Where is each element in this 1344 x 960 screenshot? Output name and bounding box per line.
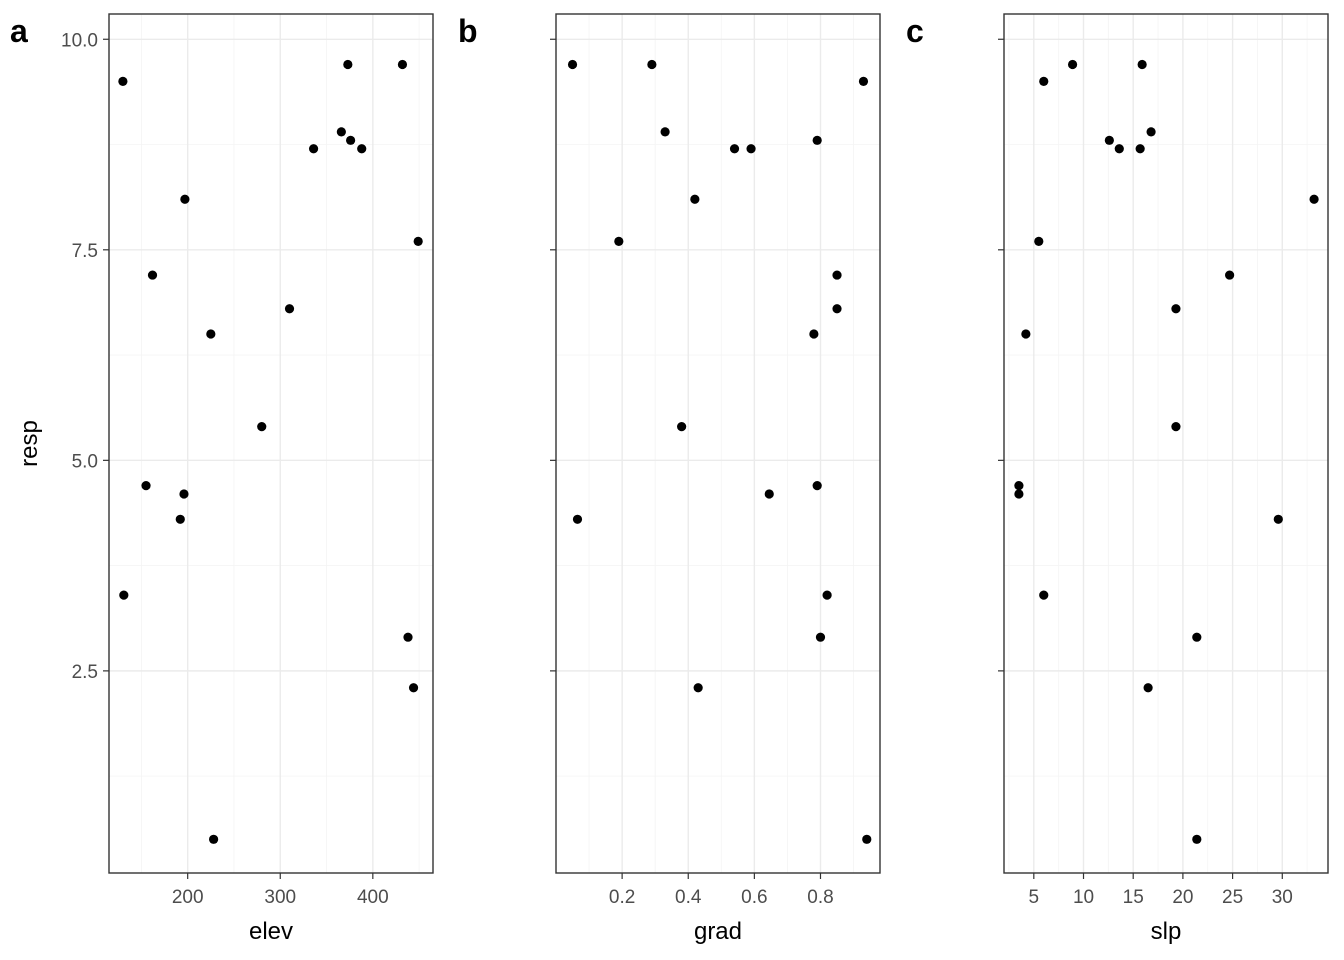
panel-border bbox=[555, 13, 881, 874]
x-tick-label: 25 bbox=[1222, 887, 1243, 908]
data-point bbox=[408, 683, 419, 693]
data-point bbox=[336, 127, 346, 137]
panel-letter: a bbox=[10, 13, 28, 49]
data-point bbox=[357, 144, 367, 154]
data-point bbox=[729, 144, 740, 154]
x-tick-label: 200 bbox=[172, 887, 204, 908]
data-point bbox=[693, 683, 703, 693]
x-axis-title: slp bbox=[1151, 918, 1182, 945]
data-point bbox=[397, 59, 408, 70]
data-point bbox=[1143, 683, 1153, 693]
data-point bbox=[567, 59, 578, 70]
x-tick-label: 0.4 bbox=[675, 887, 702, 908]
data-point bbox=[1114, 144, 1124, 154]
data-point bbox=[1014, 489, 1024, 499]
data-point bbox=[1309, 194, 1319, 204]
data-point bbox=[147, 270, 158, 280]
data-point bbox=[822, 590, 832, 600]
x-tick-label: 30 bbox=[1272, 887, 1293, 908]
data-point bbox=[1225, 270, 1235, 280]
data-point bbox=[209, 834, 219, 844]
data-point bbox=[1034, 236, 1044, 246]
data-point bbox=[1067, 59, 1078, 70]
data-point bbox=[812, 135, 822, 145]
data-point bbox=[413, 236, 423, 246]
data-point bbox=[346, 135, 356, 145]
data-point bbox=[206, 329, 216, 339]
data-point bbox=[647, 59, 657, 70]
data-point bbox=[308, 144, 319, 154]
data-point bbox=[403, 632, 413, 642]
data-point bbox=[1014, 481, 1024, 491]
data-point bbox=[119, 590, 129, 600]
data-point bbox=[1192, 834, 1202, 844]
x-tick-label: 5 bbox=[1029, 887, 1040, 908]
data-point bbox=[1192, 632, 1202, 642]
data-point bbox=[809, 329, 819, 339]
data-point bbox=[812, 481, 822, 491]
data-point bbox=[180, 194, 190, 204]
data-point bbox=[343, 59, 353, 70]
data-point bbox=[1146, 127, 1156, 137]
panel-letter: c bbox=[906, 13, 924, 49]
data-point bbox=[832, 270, 842, 280]
panel-a: 200 300 400 2.5 5.0 7.5 10.0 a elev resp bbox=[10, 13, 434, 945]
data-point bbox=[179, 489, 189, 499]
y-tick-label: 2.5 bbox=[72, 662, 98, 683]
y-tick-label: 10.0 bbox=[61, 30, 98, 51]
x-axis-title: grad bbox=[694, 918, 742, 945]
data-point bbox=[1171, 422, 1181, 432]
data-point bbox=[1039, 590, 1049, 600]
y-tick-label: 5.0 bbox=[72, 451, 98, 472]
x-tick-label: 400 bbox=[357, 887, 389, 908]
panel-border bbox=[1003, 13, 1329, 874]
x-tick-label: 300 bbox=[264, 887, 296, 908]
data-point bbox=[572, 514, 583, 524]
x-tick-label: 15 bbox=[1123, 887, 1144, 908]
x-tick-label: 10 bbox=[1073, 887, 1094, 908]
data-point bbox=[660, 127, 670, 137]
data-point bbox=[677, 422, 687, 432]
data-point bbox=[1039, 76, 1049, 86]
data-point bbox=[1171, 304, 1181, 314]
x-tick-label: 0.8 bbox=[807, 887, 833, 908]
panel-b: 0.2 0.4 0.6 0.8 b grad bbox=[458, 13, 881, 945]
x-tick-label: 20 bbox=[1172, 887, 1193, 908]
data-point bbox=[175, 514, 185, 524]
data-point bbox=[815, 632, 826, 642]
data-point bbox=[862, 834, 872, 844]
data-point bbox=[1273, 514, 1283, 524]
data-point bbox=[1021, 329, 1031, 339]
data-point bbox=[257, 422, 267, 432]
data-point bbox=[832, 304, 842, 314]
data-point bbox=[614, 236, 624, 246]
data-point bbox=[284, 304, 295, 314]
y-axis-title: resp bbox=[16, 420, 43, 467]
x-tick-label: 0.6 bbox=[741, 887, 767, 908]
panel-c: 5 10 15 20 25 30 c slp bbox=[906, 13, 1329, 945]
x-tick-label: 0.2 bbox=[609, 887, 635, 908]
data-point bbox=[764, 489, 774, 499]
data-point bbox=[1137, 59, 1147, 70]
y-tick-label: 7.5 bbox=[72, 241, 98, 262]
data-point bbox=[1135, 144, 1145, 154]
panel-letter: b bbox=[458, 13, 478, 49]
data-point bbox=[1104, 135, 1114, 145]
data-point bbox=[858, 76, 869, 86]
data-point bbox=[118, 76, 128, 86]
data-point bbox=[690, 194, 700, 204]
data-point bbox=[141, 481, 151, 491]
panel-border bbox=[108, 13, 434, 874]
x-axis-title: elev bbox=[249, 918, 293, 945]
data-point bbox=[746, 144, 756, 154]
